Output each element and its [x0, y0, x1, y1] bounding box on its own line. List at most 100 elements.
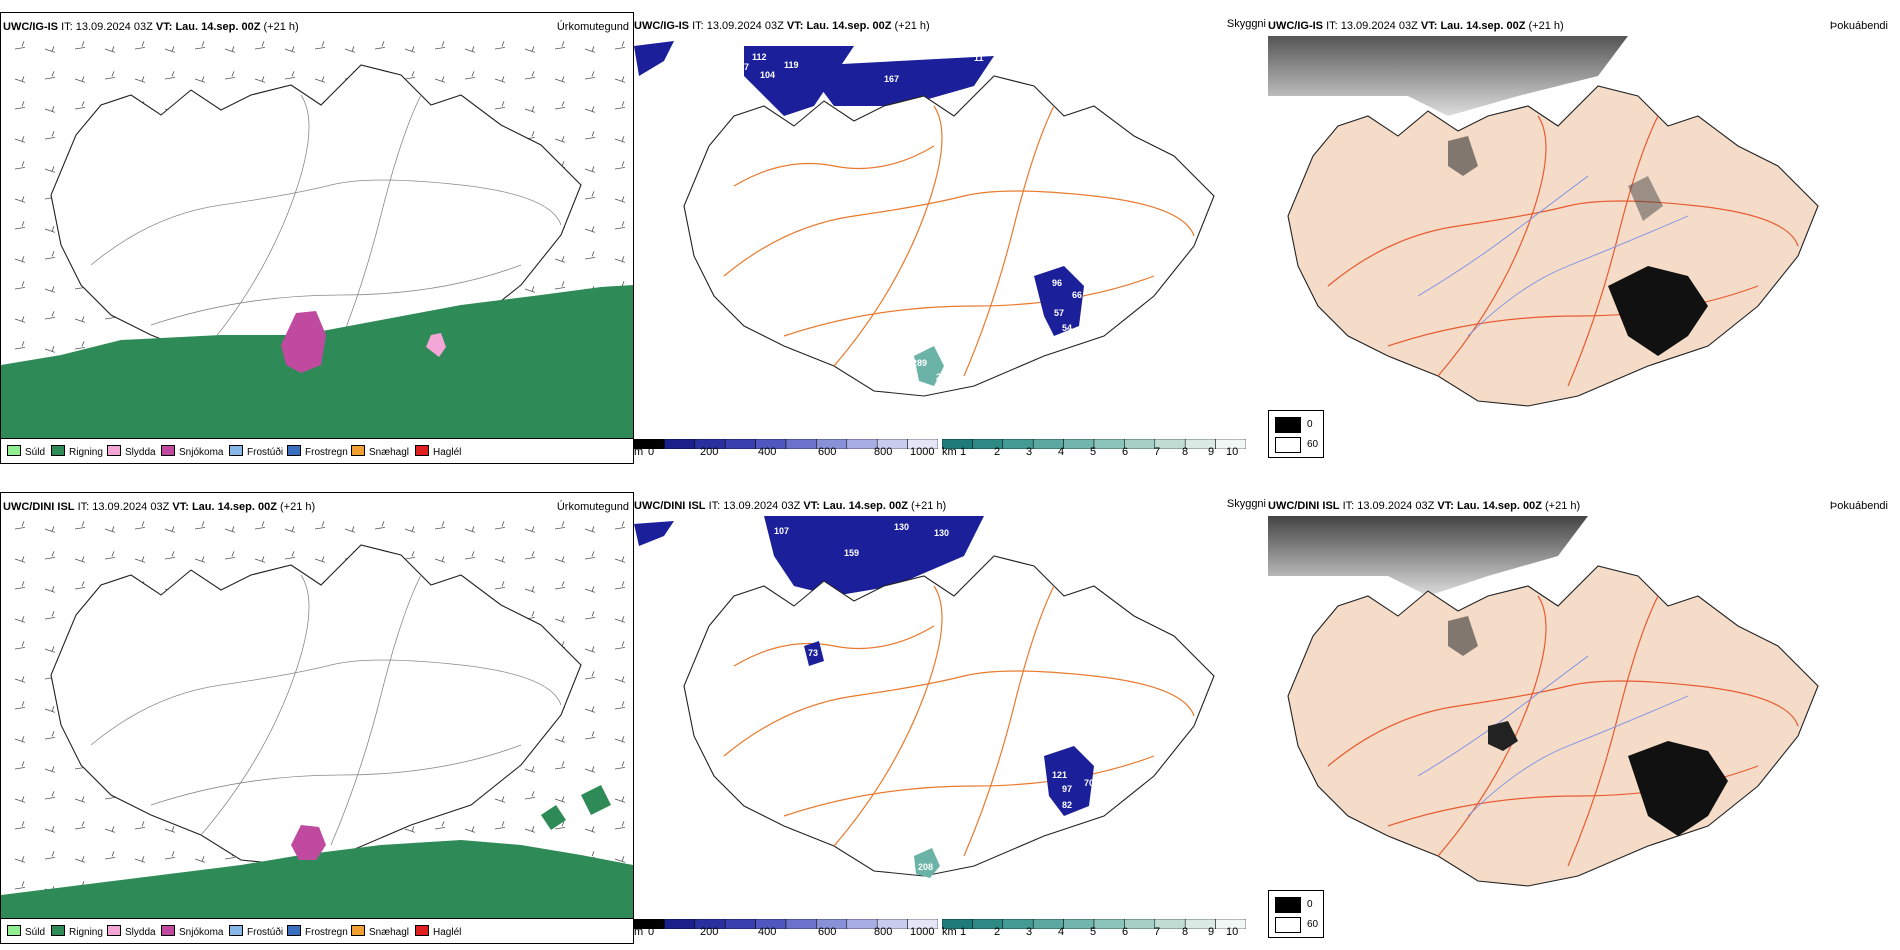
wind-barb [614, 701, 626, 710]
wind-barb [524, 826, 536, 833]
rain-area [1, 840, 633, 923]
wind-barb [494, 556, 506, 563]
cloudbase-unit: m [634, 446, 644, 458]
legend-swatch-white [1275, 437, 1301, 453]
wind-barb [464, 551, 476, 560]
wind-barb [464, 71, 476, 80]
wind-barb [404, 71, 416, 80]
depth-label: 54 [1062, 323, 1072, 333]
wind-barb [14, 761, 26, 770]
wind-barb [14, 161, 26, 170]
wind-barb [614, 136, 626, 143]
visibility-tick: 7 [1154, 446, 1161, 458]
wind-barb [614, 41, 626, 50]
visibility-title: Skyggni [1226, 18, 1266, 30]
wind-barb [524, 791, 536, 800]
colorbar-segment [1124, 918, 1156, 930]
cloudbase-tick: 600 [818, 926, 837, 938]
wind-barb [314, 41, 326, 50]
wind-barb [254, 41, 266, 50]
legend-item: Slydda [107, 925, 156, 938]
wind-barb [14, 796, 26, 803]
depth-label: 10 [1096, 268, 1106, 278]
wind-barb [284, 46, 296, 53]
wind-barb [614, 761, 626, 770]
legend-swatch-black [1275, 417, 1301, 433]
wind-barb [14, 281, 26, 290]
wind-barb [524, 286, 536, 293]
wind-barb [44, 286, 56, 293]
wind-barb [14, 221, 26, 230]
wind-barb [44, 46, 56, 53]
wind-barb [44, 346, 56, 353]
legend-item: Súld [7, 445, 45, 458]
panel-title: UWC/DINI ISL IT: 13.09.2024 03Z VT: Lau.… [1268, 500, 1581, 512]
wind-barb [104, 71, 116, 80]
wind-barb [44, 131, 56, 140]
wind-barb [614, 101, 626, 110]
roads [1327, 115, 1799, 387]
fog-legend: 0 60 [1268, 410, 1324, 458]
depth-label: 130 [934, 528, 949, 538]
wind-barb [494, 41, 506, 50]
legend-item: Haglél [415, 925, 461, 938]
wind-barb [14, 256, 26, 263]
wind-barb [614, 161, 626, 170]
wind-barb [614, 521, 626, 530]
precip-map [1, 521, 633, 923]
wind-barb [134, 76, 146, 83]
wind-barb [494, 821, 506, 830]
wind-barb [164, 551, 176, 560]
wind-barb [74, 796, 86, 803]
wind-barb [14, 821, 26, 830]
wind-barb [554, 616, 566, 623]
wind-barb [614, 676, 626, 683]
wind-barb [524, 766, 536, 773]
snow-area [281, 311, 326, 373]
wind-barb [44, 826, 56, 833]
wind-barb [134, 821, 146, 830]
wind-barb [314, 556, 326, 563]
wind-barb [314, 521, 326, 530]
colorbar-segment [846, 918, 878, 930]
wind-barb [44, 706, 56, 713]
wind-barb [134, 41, 146, 50]
wind-barb [44, 731, 56, 740]
wind-barb [614, 556, 626, 563]
wind-barb [44, 611, 56, 620]
depth-label: 107 [734, 62, 749, 72]
depth-label: 104 [760, 70, 775, 80]
legend-item: Snæhagl [351, 925, 409, 938]
precip-legend: Súld Rigning Slydda Snjókoma Frostúði Fr… [1, 438, 633, 463]
wind-barb [164, 526, 176, 533]
wind-barb [224, 526, 236, 533]
depth-label: 12 [734, 546, 744, 556]
wind-barb [554, 101, 566, 110]
wind-barb [14, 856, 26, 863]
wind-barb [584, 671, 596, 680]
cloudbase-panel-row1: UWC/IG-IS IT: 13.09.2024 03Z VT: Lau. 14… [633, 12, 1268, 464]
wind-barb [554, 796, 566, 803]
legend-item: Rigning [51, 925, 103, 938]
wind-barb [44, 226, 56, 233]
wind-barb [554, 41, 566, 50]
wind-barb [134, 856, 146, 863]
wind-barb [74, 76, 86, 83]
wind-barb [464, 826, 476, 833]
iceland-outline [683, 75, 1215, 397]
wind-barb [584, 706, 596, 713]
wind-barb [404, 551, 416, 560]
colorbar-segment [724, 438, 756, 450]
wind-barb [614, 736, 626, 743]
wind-barb [584, 731, 596, 740]
wind-barb [284, 526, 296, 533]
wind-barb [524, 46, 536, 53]
wind-barb [14, 341, 26, 350]
snow-area [291, 825, 326, 860]
wind-barb [554, 761, 566, 770]
cloudbase-tick: 1000 [910, 446, 935, 458]
cloudbase-map: 107 130 130 159 12 08 88 73 121 97 70 11… [634, 516, 1215, 878]
wind-barb [104, 826, 116, 833]
wind-barb [14, 41, 26, 50]
panel-title: UWC/IG-IS IT: 13.09.2024 03Z VT: Lau. 14… [3, 21, 299, 33]
